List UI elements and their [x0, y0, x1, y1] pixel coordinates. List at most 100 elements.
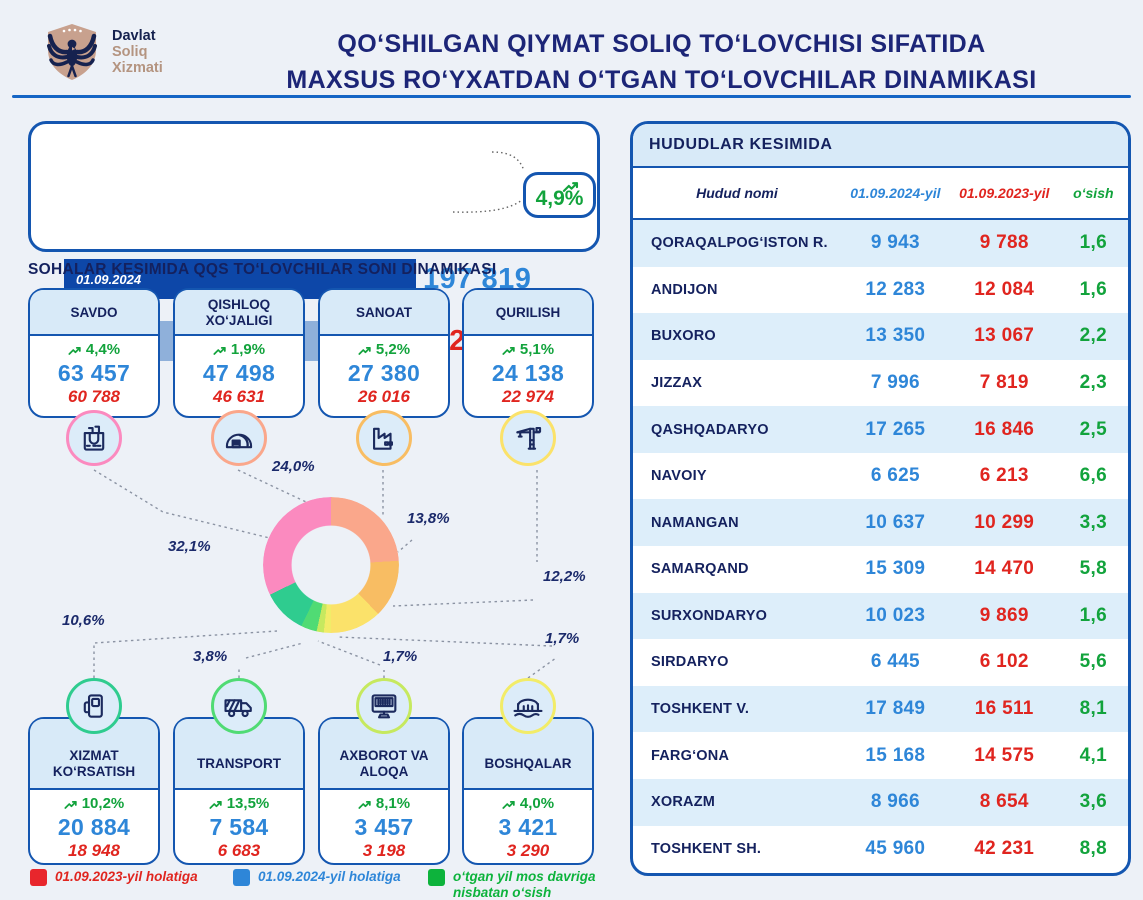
header-divider: [12, 95, 1131, 98]
region-value-2023: 6 213: [979, 465, 1029, 487]
region-growth: 2,3: [1079, 372, 1107, 394]
column-header-2023: 01.09.2023-yil: [959, 185, 1050, 201]
sector-card-xizmat: XIZMAT KO‘RSATISH 10,2% 20 884 18 948: [28, 717, 160, 865]
monitor-icon: [356, 678, 412, 734]
table-row: QORAQALPOG‘ISTON R. 9 943 9 788 1,6: [633, 220, 1128, 267]
region-name: SAMARQAND: [651, 561, 749, 578]
table-row: SAMARQAND 15 309 14 470 5,8: [633, 546, 1128, 593]
regions-table-body: QORAQALPOG‘ISTON R. 9 943 9 788 1,6 ANDIJON…: [633, 220, 1128, 872]
trend-up-icon: [209, 799, 223, 810]
sector-value-2023: 26 016: [358, 387, 410, 407]
region-value-2024: 7 996: [870, 372, 920, 394]
region-value-2023: 42 231: [974, 837, 1035, 859]
table-row: JIZZAX 7 996 7 819 2,3: [633, 360, 1128, 407]
eagle-logo-icon: [47, 24, 97, 80]
sector-value-2023: 6 683: [217, 841, 261, 861]
share-label-qurilish: 12,2%: [543, 568, 586, 585]
sector-growth: 4,4%: [68, 341, 120, 359]
crane-icon: [500, 410, 556, 466]
region-value-2024: 45 960: [865, 837, 926, 859]
region-name: SURXONDARYO: [651, 607, 768, 624]
region-name: ANDIJON: [651, 281, 718, 298]
region-name: BUXORO: [651, 328, 716, 345]
table-row: SURXONDARYO 10 023 9 869 1,6: [633, 592, 1128, 640]
trend-up-icon: [68, 345, 82, 356]
region-growth: 3,3: [1079, 511, 1107, 533]
region-value-2023: 16 846: [974, 418, 1035, 440]
region-name: QORAQALPOG‘ISTON R.: [651, 235, 828, 252]
sector-card-qurilish: QURILISH 5,1% 24 138 22 974: [462, 288, 594, 418]
sector-value-2024: 7 584: [209, 814, 269, 841]
sector-card-title: QURILISH: [464, 290, 592, 336]
sector-value-2024: 27 380: [347, 360, 421, 387]
trend-up-icon: [64, 799, 78, 810]
table-row: TOSHKENT SH. 45 960 42 231 8,8: [633, 826, 1128, 873]
share-label-transport: 3,8%: [193, 648, 228, 665]
region-name: TOSHKENT V.: [651, 701, 750, 718]
region-value-2023: 8 654: [979, 791, 1029, 813]
region-growth: 2,2: [1079, 325, 1107, 347]
table-row: SIRDARYO 6 445 6 102 5,6: [633, 639, 1128, 686]
sector-growth: 13,5%: [209, 795, 269, 813]
region-value-2024: 15 309: [865, 558, 926, 580]
region-value-2023: 16 511: [974, 698, 1034, 720]
sector-growth: 4,0%: [502, 795, 554, 813]
logo-text-line2: Soliq: [112, 44, 148, 60]
column-header-region: Hudud nomi: [696, 185, 778, 201]
shopping-bag-icon: [66, 410, 122, 466]
table-row: TOSHKENT V. 17 849 16 511 8,1: [633, 685, 1128, 733]
share-label-xizmat: 10,6%: [62, 612, 105, 629]
legend-growth: o‘tgan yil mos davriga nisbatan o‘sish: [428, 869, 628, 900]
region-value-2023: 9 788: [979, 232, 1029, 254]
trend-up-icon: [502, 345, 516, 356]
region-value-2023: 12 084: [974, 278, 1035, 300]
trend-up-icon: [502, 799, 516, 810]
share-label-boshqalar: 1,7%: [545, 630, 580, 647]
section-title: SOHALAR KESIMIDA QQS TO‘LOVCHILAR SONI D…: [28, 261, 497, 278]
summary-bar-chart: 01.09.2024 197 819 01.09.2023 188 528: [28, 121, 600, 361]
trend-up-icon: [213, 345, 227, 356]
region-value-2023: 14 575: [974, 744, 1035, 766]
legend-swatch-green: [428, 869, 445, 886]
share-label-qishloq: 24,0%: [272, 458, 315, 475]
region-growth: 6,6: [1079, 465, 1107, 487]
table-row: QASHQADARYO 17 265 16 846 2,5: [633, 406, 1128, 453]
sector-value-2024: 63 457: [57, 360, 131, 387]
fuel-pump-icon: [66, 678, 122, 734]
sector-card-axborot: AXBOROT VA ALOQA 8,1% 3 457 3 198: [318, 717, 450, 865]
sector-growth: 1,9%: [213, 341, 265, 359]
sector-card-qishloq: QISHLOQ XO‘JALIGI 1,9% 47 498 46 631: [173, 288, 305, 418]
trend-up-icon: [562, 180, 580, 193]
table-row: BUXORO 13 350 13 067 2,2: [633, 313, 1128, 360]
region-value-2024: 10 637: [865, 511, 926, 533]
legend-swatch-blue: [233, 869, 250, 886]
region-value-2023: 6 102: [979, 651, 1029, 673]
truck-icon: [211, 678, 267, 734]
sector-card-title: XIZMAT KO‘RSATISH: [30, 719, 158, 790]
region-value-2023: 7 819: [979, 372, 1029, 394]
sector-value-2023: 60 788: [68, 387, 120, 407]
sector-value-2023: 18 948: [68, 841, 120, 861]
region-growth: 1,6: [1079, 278, 1107, 300]
region-value-2024: 6 445: [870, 651, 920, 673]
region-value-2024: 6 625: [870, 465, 920, 487]
factory-icon: [356, 410, 412, 466]
region-growth: 1,6: [1079, 232, 1107, 254]
sector-value-2024: 47 498: [202, 360, 276, 387]
region-growth: 5,6: [1079, 651, 1107, 673]
sector-card-sanoat: SANOAT 5,2% 27 380 26 016: [318, 288, 450, 418]
table-row: NAVOIY 6 625 6 213 6,6: [633, 453, 1128, 500]
share-label-savdo: 32,1%: [168, 538, 211, 555]
region-value-2023: 9 869: [979, 604, 1029, 626]
legend-swatch-red: [30, 869, 47, 886]
regions-table-header: Hudud nomi 01.09.2024-yil 01.09.2023-yil…: [633, 168, 1128, 220]
region-growth: 2,5: [1079, 418, 1107, 440]
sector-value-2024: 20 884: [57, 814, 131, 841]
regions-table-title: HUDUDLAR KESIMIDA: [633, 124, 1128, 168]
tax-service-logo: Davlat Soliq Xizmati: [40, 20, 163, 84]
regions-table-panel: HUDUDLAR KESIMIDA Hudud nomi 01.09.2024-…: [630, 121, 1131, 876]
hangar-icon: [211, 410, 267, 466]
sector-card-boshqalar: BOSHQALAR 4,0% 3 421 3 290: [462, 717, 594, 865]
table-row: NAMANGAN 10 637 10 299 3,3: [633, 499, 1128, 547]
logo-text-line1: Davlat: [112, 28, 156, 44]
